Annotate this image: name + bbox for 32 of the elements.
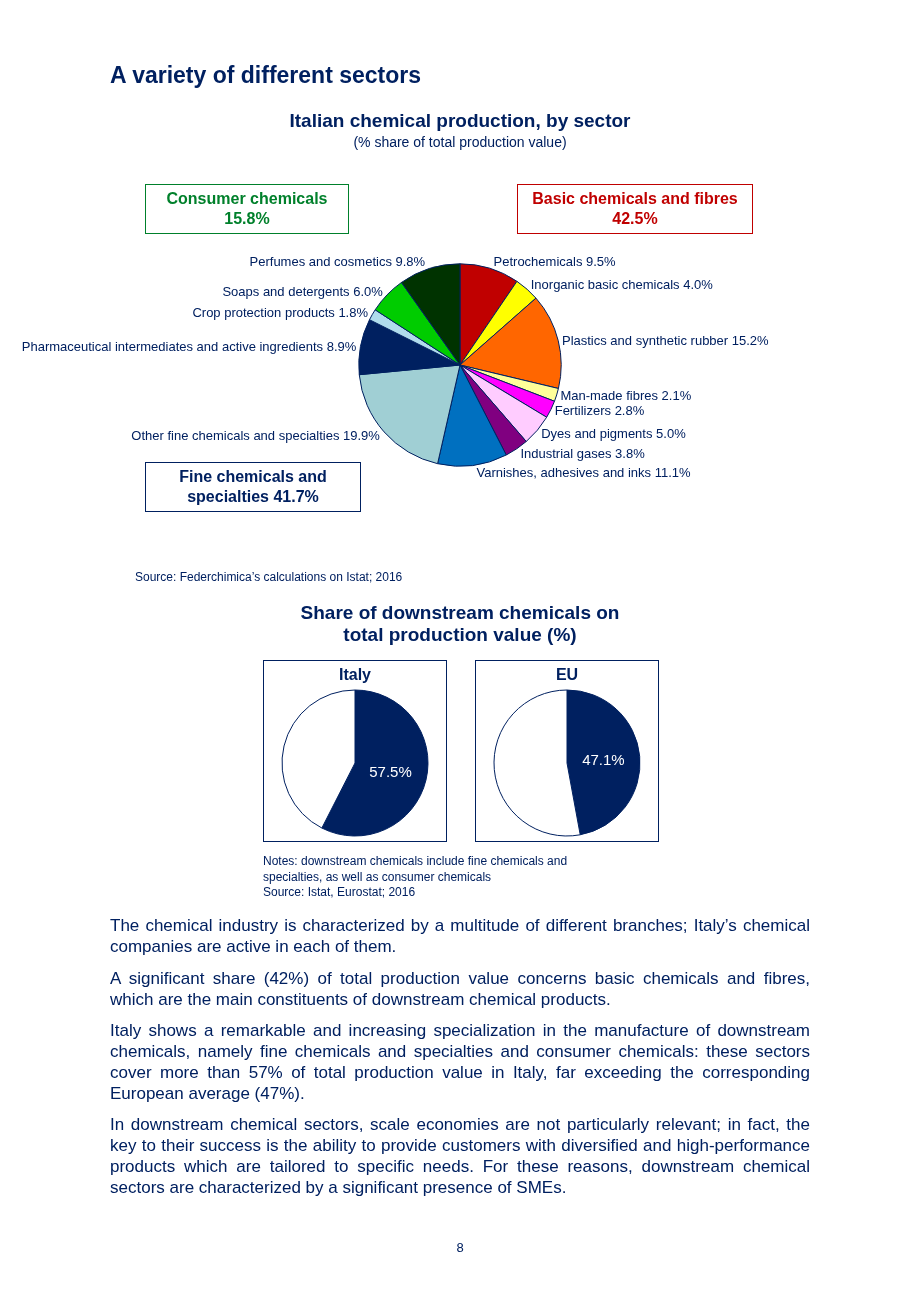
slice-label: Fertilizers 2.8% — [554, 403, 645, 419]
text: 8 — [455, 1240, 465, 1255]
slice-label: Inorganic basic chemicals 4.0% — [530, 277, 714, 293]
slice-label: Industrial gases 3.8% — [520, 446, 646, 462]
chart-title: Italian chemical production, by sector — [288, 110, 632, 132]
chart-title: Share of downstream chemicals on total production value (%) — [300, 602, 620, 646]
chart-subtitle: EU — [554, 666, 580, 684]
text: Italy shows a remarkable and increasing specialization in the manufacture of downstream chemicals, namely fine chemicals and specialties and consumer chemicals: these sectors cover more than 57% of total production value in Italy, far exceeding the corresponding European average (47%). — [110, 1020, 810, 1104]
text: Notes: downstream chemicals include fine chemicals and specialties, as well as consumer chemicals — [263, 853, 569, 885]
text: A variety of different sectors — [110, 62, 422, 89]
text: In downstream chemical sectors, scale economies are not particularly relevant; in fact, the key to their success is the ability to provide customers with diversified and high-performance products which are tailored to specific needs. For these reasons, downstream chemical sectors are characterized by a significant presence of SMEs. — [110, 1114, 810, 1198]
slice-label: Varnishes, adhesives and inks 11.1% — [476, 465, 692, 481]
text: The chemical industry is characterized by a multitude of different branches; Italy’s chemical companies are active in each of them. — [110, 915, 810, 957]
text: A significant share (42%) of total production value concerns basic chemicals and fibres, which are the main constituents of downstream chemical products. — [110, 968, 810, 1010]
slice-label: Petrochemicals 9.5% — [493, 253, 617, 269]
data-label: 47.1% — [582, 751, 625, 769]
text: Consumer chemicals 15.8% — [145, 184, 349, 234]
slice-label: Perfumes and cosmetics 9.8% — [249, 254, 426, 270]
text: Basic chemicals and fibres 42.5% — [517, 184, 753, 234]
slice-label: Plastics and synthetic rubber 15.2% — [561, 332, 770, 348]
slice-label: Man-made fibres 2.1% — [560, 388, 692, 404]
data-label: 57.5% — [369, 763, 412, 781]
slice-label: Soaps and detergents 6.0% — [222, 283, 384, 299]
source-note: Source: Istat, Eurostat; 2016 — [263, 885, 416, 899]
chart-subtitle: Italy — [338, 666, 372, 684]
slice-label: Dyes and pigments 5.0% — [541, 425, 687, 441]
source-note: Source: Federchimica’s calculations on Istat; 2016 — [135, 570, 403, 584]
chart-subtitle: (% share of total production value) — [352, 134, 568, 150]
slice-label: Crop protection products 1.8% — [192, 305, 369, 321]
slice-label: Other fine chemicals and specialties 19.9% — [131, 427, 381, 443]
slice-label: Pharmaceutical intermediates and active ingredients 8.9% — [21, 338, 357, 354]
text: Fine chemicals and specialties 41.7% — [145, 462, 361, 512]
